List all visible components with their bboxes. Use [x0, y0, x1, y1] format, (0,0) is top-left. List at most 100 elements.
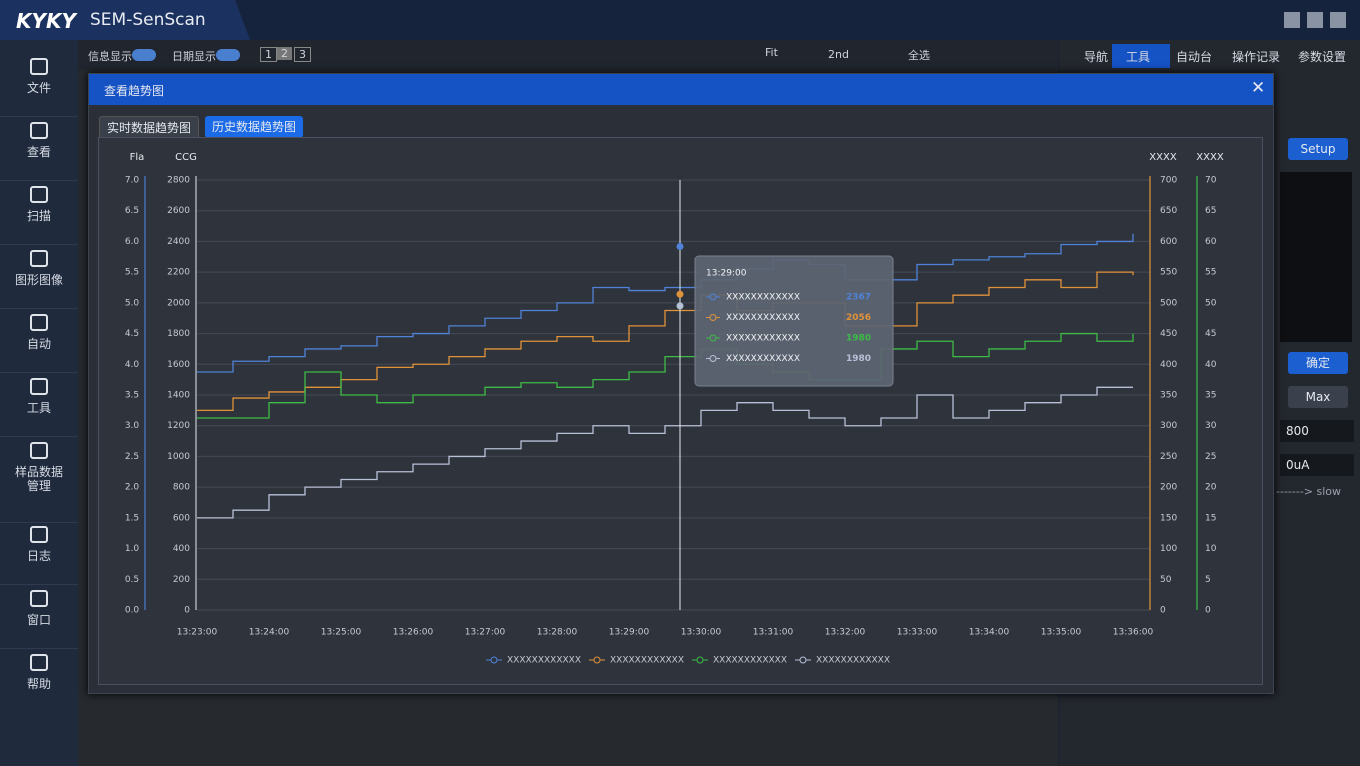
maximize[interactable] — [1307, 12, 1323, 28]
y-tick-label: 3.0 — [125, 421, 140, 431]
y-tick-label: 400 — [1160, 360, 1177, 370]
y-tick-label: 25 — [1205, 452, 1216, 462]
switch[interactable] — [216, 49, 240, 61]
sidebar-item[interactable]: 图形图像 — [0, 250, 78, 287]
switch[interactable] — [132, 49, 156, 61]
separator — [0, 648, 78, 649]
page-button[interactable]: 3 — [294, 47, 311, 62]
x-tick-label: 13:28:00 — [537, 628, 578, 638]
tooltip-title: 13:29:00 — [706, 269, 747, 279]
sidebar-item[interactable]: 工具 — [0, 378, 78, 415]
y-tick-label: 2800 — [167, 176, 190, 186]
page-button[interactable]: 2 — [277, 47, 292, 60]
legend-label[interactable]: XXXXXXXXXXXX — [507, 656, 581, 666]
tab-active-bg — [1112, 44, 1170, 68]
y-tick-label: 2200 — [167, 268, 190, 278]
icon — [30, 314, 48, 331]
sidebar-item[interactable]: 查看 — [0, 122, 78, 159]
y-tick-label: 1000 — [167, 452, 190, 462]
sidebar-item[interactable]: 窗口 — [0, 590, 78, 627]
y-tick-label: 50 — [1205, 298, 1217, 308]
right-tab[interactable]: 导航 — [1084, 50, 1109, 64]
legend-label[interactable]: XXXXXXXXXXXX — [713, 656, 787, 666]
input[interactable]: 800 — [1280, 420, 1354, 442]
y-tick-label: 500 — [1160, 298, 1177, 308]
second-button[interactable]: 2nd — [828, 48, 849, 61]
speed-label: -------> slow — [1276, 485, 1342, 498]
icon — [30, 122, 48, 139]
sidebar-item[interactable]: 扫描 — [0, 186, 78, 223]
info-toggle[interactable]: 信息显示 — [88, 50, 132, 63]
max-button[interactable]: Max — [1288, 386, 1348, 408]
y-tick-label: 1.0 — [125, 544, 140, 554]
page-button[interactable]: 1 — [260, 47, 277, 62]
y-tick-label: 0 — [184, 606, 190, 616]
x-tick-label: 13:27:00 — [465, 628, 506, 638]
icon — [30, 58, 48, 75]
sidebar-item[interactable]: 日志 — [0, 526, 78, 563]
y-tick-label: 0 — [1160, 606, 1166, 616]
legend-symbol — [799, 656, 807, 664]
tooltip-name: XXXXXXXXXXXX — [726, 313, 800, 323]
y-tick-label: 70 — [1205, 176, 1217, 186]
sidebar-item[interactable]: 帮助 — [0, 654, 78, 691]
y-tick-label: 2400 — [167, 237, 190, 247]
tab-active[interactable]: 历史数据趋势图 — [205, 116, 303, 138]
confirm-button[interactable]: 确定 — [1288, 352, 1348, 374]
sidebar-item[interactable]: 文件 — [0, 58, 78, 95]
legend-label[interactable]: XXXXXXXXXXXX — [610, 656, 684, 666]
y-tick-label: 6.0 — [125, 237, 140, 247]
preview — [1280, 172, 1352, 342]
y-tick-label: 7.0 — [125, 176, 140, 186]
fit-button[interactable]: Fit — [765, 46, 778, 59]
legend-symbol — [593, 656, 601, 664]
y-tick-label: 200 — [173, 575, 190, 585]
x-tick-label: 13:26:00 — [393, 628, 434, 638]
axis-title: CCG — [175, 152, 197, 163]
y-tick-label: 5 — [1205, 575, 1211, 585]
select-all[interactable]: 全选 — [908, 49, 930, 62]
right-tab[interactable]: 操作记录 — [1232, 50, 1281, 64]
separator — [0, 308, 78, 309]
x-tick-label: 13:25:00 — [321, 628, 362, 638]
y-tick-label: 40 — [1205, 360, 1217, 370]
setup-button[interactable]: Setup — [1288, 138, 1348, 160]
dialog-close[interactable]: ✕ — [1251, 78, 1266, 98]
y-tick-label: 2000 — [167, 298, 190, 308]
y-tick-label: 600 — [173, 513, 190, 523]
close[interactable] — [1330, 12, 1346, 28]
y-tick-label: 2.0 — [125, 483, 140, 493]
y-tick-label: 0.5 — [125, 575, 139, 585]
x-tick-label: 13:35:00 — [1041, 628, 1082, 638]
x-tick-label: 13:30:00 — [681, 628, 722, 638]
y-tick-label: 65 — [1205, 206, 1216, 216]
tooltip — [694, 255, 894, 387]
series-line — [197, 271, 1134, 412]
right-tab[interactable]: 参数设置 — [1298, 50, 1347, 64]
minimize[interactable] — [1284, 12, 1300, 28]
y-tick-label: 6.5 — [125, 206, 139, 216]
y-tick-label: 0.0 — [125, 606, 140, 616]
chart: Fla 0.0 0.5 1.0 1.5 2.0 2.5 3.0 3.5 4.0 4.5 5.0 5.5 6… — [98, 137, 1263, 685]
sidebar-item[interactable]: 自动 — [0, 314, 78, 351]
y-tick-label: 150 — [1160, 513, 1177, 523]
y-tick-label: 55 — [1205, 268, 1216, 278]
x-tick-label: 13:31:00 — [753, 628, 794, 638]
legend-label[interactable]: XXXXXXXXXXXX — [816, 656, 890, 666]
separator — [0, 116, 78, 117]
y-tick-label: 35 — [1205, 391, 1216, 401]
input[interactable]: 0uA — [1280, 454, 1354, 476]
icon — [30, 186, 48, 203]
date-toggle[interactable]: 日期显示 — [172, 50, 216, 63]
right-tab[interactable]: 自动台 — [1176, 50, 1213, 64]
icon — [30, 442, 48, 459]
separator — [0, 522, 78, 523]
sidebar-label: 帮助 — [26, 677, 51, 691]
sidebar-label: 图形图像 — [14, 273, 63, 287]
tab[interactable]: 实时数据趋势图 — [99, 116, 199, 140]
right-tab[interactable]: 工具 — [1126, 50, 1151, 64]
sidebar-item[interactable]: 样品数据管理 — [0, 442, 78, 493]
separator — [0, 180, 78, 181]
y-tick-label: 1600 — [167, 360, 190, 370]
